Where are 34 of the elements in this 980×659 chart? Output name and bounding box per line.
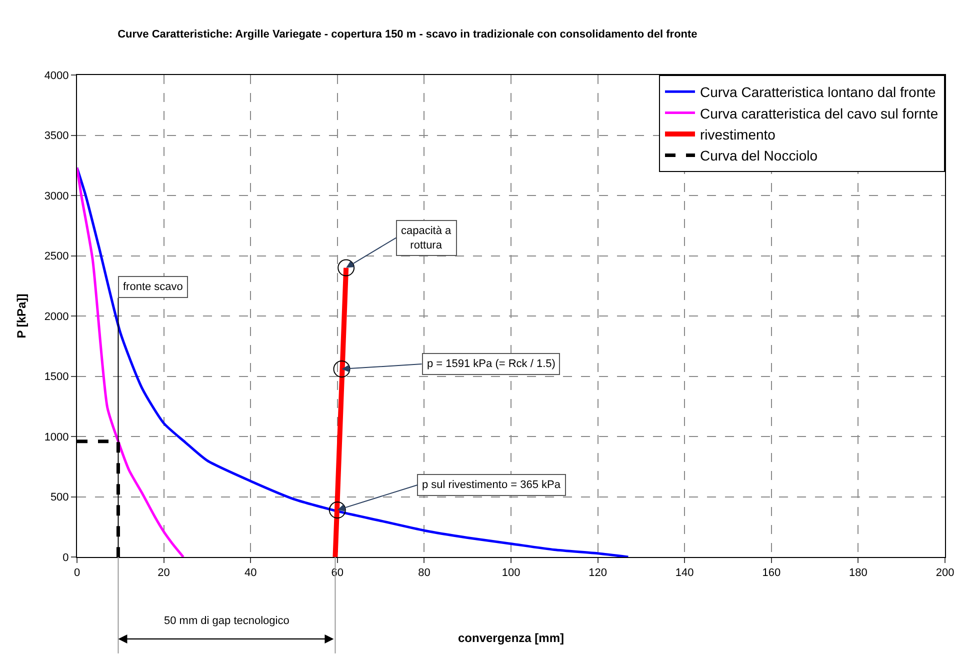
ref-line-label: fronte scavo xyxy=(123,281,183,293)
annotation: capacità a rottura xyxy=(401,225,452,252)
y-tick-label: 3000 xyxy=(44,190,69,202)
y-tick-label: 1000 xyxy=(44,431,69,444)
x-tick-label: 80 xyxy=(418,567,430,580)
legend-label: Curva caratteristica del cavo sul fornte xyxy=(700,105,938,122)
legend-label: rivestimento xyxy=(700,126,776,142)
x-tick-label: 120 xyxy=(588,567,607,580)
x-tick-label: 160 xyxy=(762,567,781,580)
legend-label: Curva Caratteristica lontano dal fronte xyxy=(700,84,936,100)
y-axis-title: P [kPa]] xyxy=(14,294,29,338)
text: 50 mm di gap tecnologico xyxy=(164,615,290,627)
x-tick-label: 180 xyxy=(849,567,868,580)
x-tick-label: 0 xyxy=(74,567,80,580)
legend-label: Curva del Nocciolo xyxy=(700,148,818,164)
y-tick-label: 500 xyxy=(50,492,69,504)
y-tick-label: 2500 xyxy=(44,250,69,263)
x-axis-title: convergenza [mm] xyxy=(458,631,564,646)
annotation: p = 1591 kPa (= Rck / 1.5) xyxy=(427,358,556,370)
x-tick-label: 60 xyxy=(331,567,344,580)
y-tick-label: 2000 xyxy=(44,310,69,323)
line-series xyxy=(77,166,185,557)
y-tick-label: 0 xyxy=(62,552,69,564)
chart-title: Curve Caratteristiche: Argille Variegate - copertura 150 m - scavo in tradizionale con consolidamento del fronte xyxy=(118,28,698,40)
annotation: p sul rivestimento = 365 kPa xyxy=(422,479,562,491)
x-tick-label: 20 xyxy=(158,567,170,580)
x-tick-label: 140 xyxy=(675,567,694,580)
y-tick-label: 4000 xyxy=(44,70,69,82)
x-tick-label: 40 xyxy=(244,567,257,580)
x-tick-label: 200 xyxy=(936,567,954,580)
line-series xyxy=(77,166,630,557)
y-tick-label: 3500 xyxy=(44,130,69,142)
x-tick-label: 100 xyxy=(502,567,520,580)
y-tick-label: 1500 xyxy=(44,371,69,384)
